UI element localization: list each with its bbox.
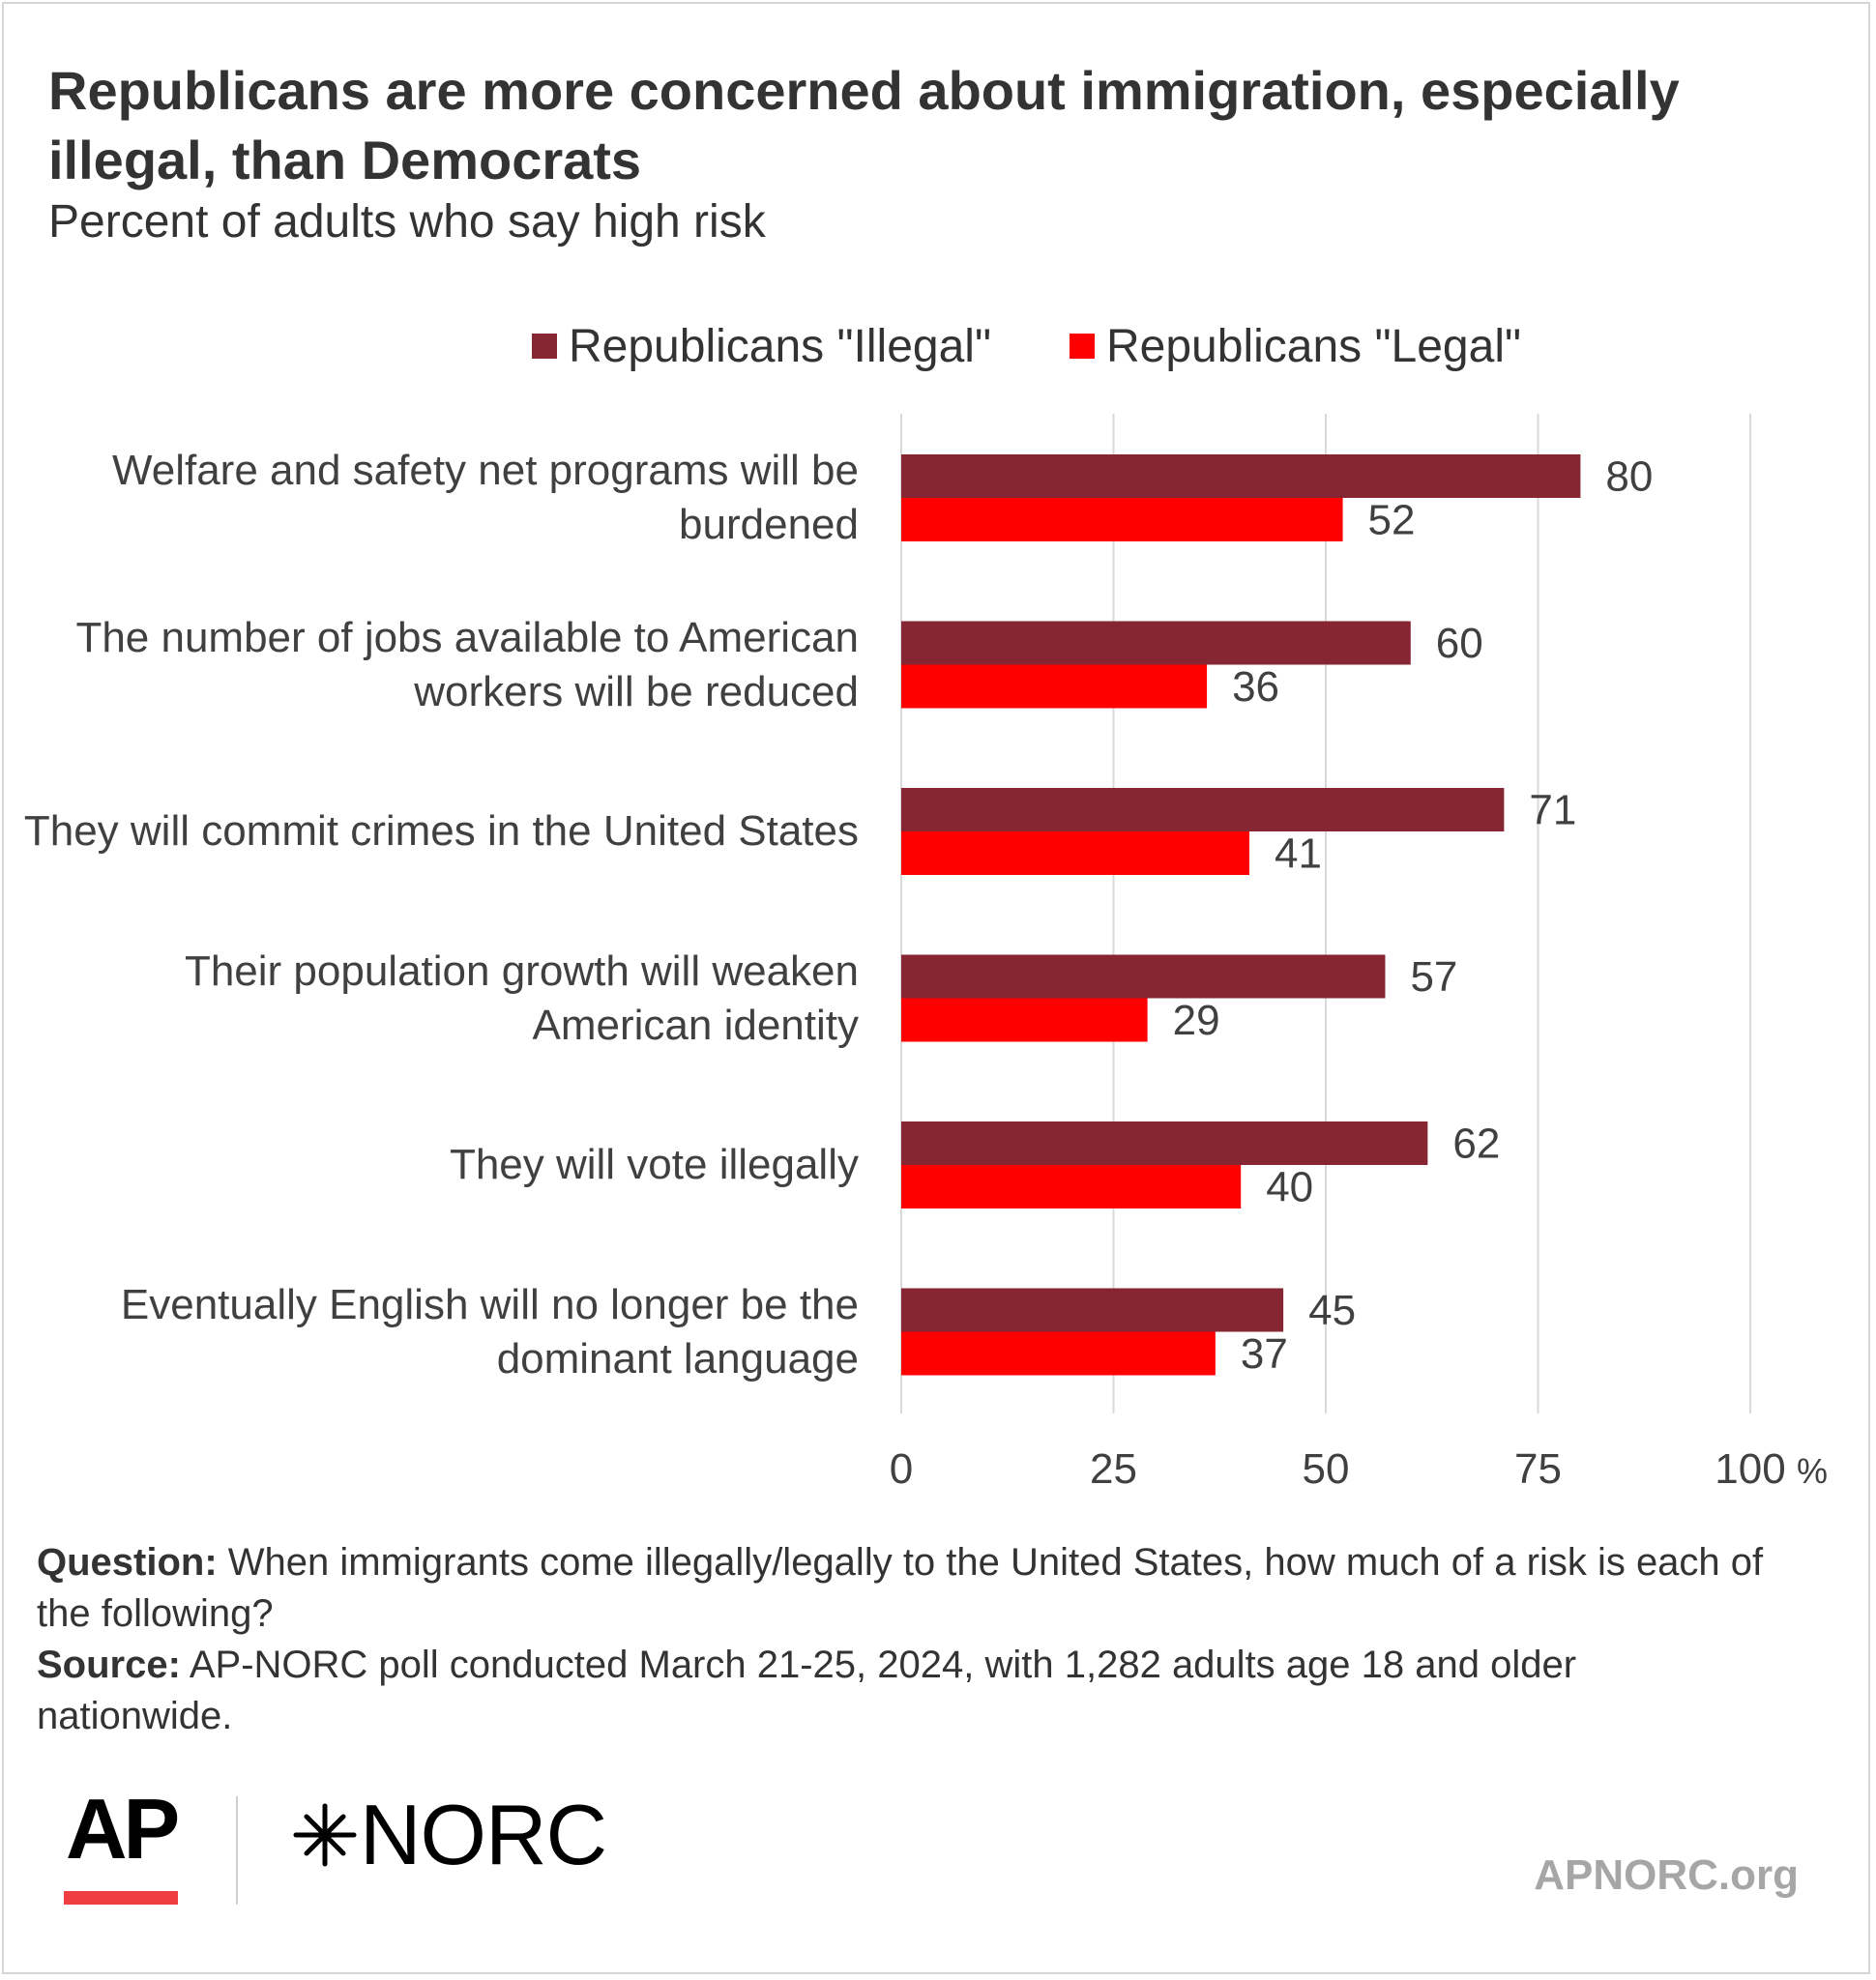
bar-illegal — [901, 454, 1581, 498]
data-label: 57 — [1410, 953, 1457, 1001]
question-note: Question: When immigrants come illegally… — [37, 1537, 1768, 1640]
legend-label-legal: Republicans "Legal" — [1106, 320, 1522, 372]
category-label: Their population growth will weaken Amer… — [184, 946, 859, 1049]
category-label: They will commit crimes in the United St… — [23, 807, 859, 855]
bar-legal — [901, 831, 1249, 875]
norc-logo: NORC — [290, 1787, 607, 1883]
site-url: APNORC.org — [1534, 1851, 1799, 1899]
category-label: The number of jobs available to American… — [75, 613, 859, 715]
data-label: 71 — [1529, 787, 1576, 834]
legend-item-illegal: Republicans "Illegal" — [532, 315, 991, 377]
category-label: Welfare and safety net programs will be … — [112, 447, 859, 548]
data-label: 62 — [1452, 1121, 1500, 1168]
x-tick-label: 25 — [1090, 1445, 1137, 1493]
question-text: When immigrants come illegally/legally t… — [37, 1541, 1764, 1635]
category-label: They will vote illegally — [449, 1141, 859, 1188]
data-label: 80 — [1605, 453, 1653, 501]
norc-logo-text: NORC — [360, 1787, 607, 1882]
ap-logo-accent-bar — [64, 1891, 178, 1905]
x-tick-label: 0 — [890, 1445, 913, 1493]
x-tick-label: 50 — [1303, 1445, 1350, 1493]
logo-divider — [236, 1796, 238, 1905]
legend-label-illegal: Republicans "Illegal" — [569, 320, 991, 372]
bar-illegal — [901, 954, 1386, 999]
category-label: Eventually English will no longer be the… — [120, 1280, 859, 1383]
data-label: 41 — [1275, 830, 1322, 878]
legend-swatch-illegal — [532, 334, 557, 359]
data-label: 40 — [1266, 1164, 1313, 1211]
x-tick-label: 100 — [1715, 1445, 1785, 1493]
data-label: 36 — [1232, 663, 1279, 711]
x-unit-label: % — [1797, 1451, 1828, 1491]
chart-legend: Republicans "Illegal" Republicans "Legal… — [0, 315, 1876, 377]
legend-item-legal: Republicans "Legal" — [1070, 315, 1521, 377]
chart-title: Republicans are more concerned about imm… — [48, 60, 1680, 190]
bar-legal — [901, 1331, 1216, 1376]
bar-illegal — [901, 1121, 1428, 1165]
star-burst-icon — [293, 1803, 357, 1867]
source-text: AP-NORC poll conducted March 21-25, 2024… — [37, 1644, 1577, 1737]
source-note: Source: AP-NORC poll conducted March 21-… — [37, 1640, 1768, 1742]
bar-illegal — [901, 621, 1411, 665]
data-label: 29 — [1173, 997, 1220, 1044]
data-label: 37 — [1241, 1330, 1288, 1378]
data-label: 45 — [1308, 1287, 1356, 1334]
bar-legal — [901, 1165, 1242, 1208]
x-tick-label: 75 — [1514, 1445, 1562, 1493]
source-label: Source: — [37, 1644, 181, 1686]
legend-swatch-legal — [1070, 334, 1095, 359]
footnote: Question: When immigrants come illegally… — [37, 1537, 1768, 1742]
question-label: Question: — [37, 1541, 218, 1584]
data-label: 52 — [1368, 497, 1416, 544]
bar-illegal — [901, 1288, 1284, 1332]
ap-logo: AP — [66, 1781, 180, 1877]
bar-legal — [901, 498, 1343, 541]
chart-subtitle: Percent of adults who say high risk — [48, 196, 766, 248]
bar-legal — [901, 998, 1148, 1042]
bar-legal — [901, 664, 1208, 709]
data-label: 60 — [1436, 620, 1483, 667]
bar-illegal — [901, 788, 1505, 831]
